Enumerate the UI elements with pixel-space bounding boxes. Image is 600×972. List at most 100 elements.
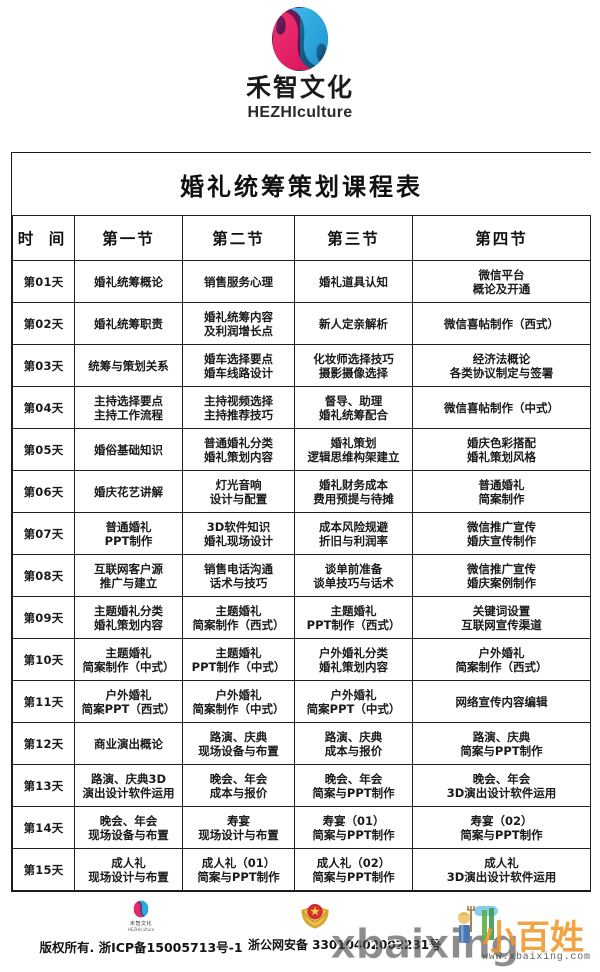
cell-line: 路演、庆典 [209,729,268,744]
cell-session-1: 成人礼 现场设计与布置 [74,848,183,891]
brand-name-cn: 禾智文化 [245,73,354,102]
cell-line: 折旧与利润率 [319,533,388,548]
cell-lines: 婚庆花艺讲解 [77,485,180,499]
cell-session-3: 主题婚礼 PPT制作（西式） [294,596,413,639]
cell-line: 简案制作 [478,491,525,506]
cell-session-4: 微信推广宣传 婚庆宣传制作 [411,512,592,555]
cell-line: 路演、庆典3D [90,771,167,786]
cell-line: 主题婚礼 [330,603,377,618]
cell-line: 互联网宣传渠道 [461,617,542,632]
cell-session-3: 婚礼道具认知 [294,260,413,303]
cell-line: 销售电话沟通 [204,561,273,576]
page-title: 婚礼统筹策划课程表 [12,153,591,216]
cell-line: 经济法概论 [472,351,531,366]
table-row: 第13天 路演、庆典3D 演出设计软件运用 晚会、年会 成本与报价 晚会、年会 简案与PPT… [12,764,592,807]
cell-line: 各类协议制定与签署 [449,365,554,380]
cell-day: 第01天 [12,260,75,303]
cell-session-3: 新人定亲解析 [294,302,413,345]
cell-session-3: 寿宴（01） 简案与PPT制作 [294,806,413,849]
police-badge-icon [301,903,329,929]
cell-lines: 婚礼统筹内容 及利润增长点 [185,310,292,338]
table-row: 第09天 主题婚礼分类 婚礼策划内容 主题婚礼 简案制作（西式） 主题婚礼 PPT制作（西式… [12,596,592,639]
cell-session-4: 微信喜帖制作（中式） [411,386,592,429]
cell-session-4: 网络宣传内容编辑 [411,680,592,723]
cell-line: 普通婚礼分类 [204,435,273,450]
cell-lines: 普通婚礼 PPT制作 [77,520,180,548]
cell-line: 婚礼策划内容 [319,659,388,674]
cell-day: 第15天 [12,848,75,891]
cell-line: 简案制作（西式） [192,617,285,632]
cell-session-4: 关键词设置 互联网宣传渠道 [411,596,592,639]
cell-lines: 户外婚礼 简案PPT（中式） [297,688,410,716]
cell-line: 成人礼（02） [316,855,391,870]
cell-line: 主题婚礼 [215,645,262,660]
cell-line: 路演、庆典 [472,729,531,744]
cell-line: 寿宴（02） [470,813,533,828]
cell-line: 销售服务心理 [204,274,273,289]
cell-lines: 新人定亲解析 [297,317,410,331]
cell-line: 婚庆花艺讲解 [94,484,163,499]
cell-session-4: 经济法概论 各类协议制定与签署 [411,344,592,387]
cell-session-3: 路演、庆典 成本与报价 [294,722,413,765]
cell-line: 成人礼 [111,855,146,870]
brand-header: 禾智文化 HEZHIculture [0,0,600,122]
cell-line: 普通婚礼 [105,519,152,534]
cell-line: 简案与PPT制作 [460,827,543,842]
cell-session-3: 婚礼财务成本 费用预提与待摊 [294,470,413,513]
cell-session-2: 晚会、年会 成本与报价 [182,764,295,807]
cell-lines: 成人礼 3D演出设计软件运用 [415,856,588,884]
cell-lines: 销售电话沟通 话术与技巧 [185,562,292,590]
header-row: 时 间 第一节 第二节 第三节 第四节 [12,215,592,261]
cell-lines: 晚会、年会 现场设备与布置 [77,814,180,842]
cell-line: 现场设备与布置 [198,743,279,758]
column-header-time: 时 间 [12,215,75,261]
column-header-session-4: 第四节 [411,215,592,261]
cell-day: 第02天 [12,302,75,345]
cell-lines: 成本风险规避 折旧与利润率 [297,520,410,548]
cell-session-3: 成本风险规避 折旧与利润率 [294,512,413,555]
cell-line: 现场设备与布置 [88,827,169,842]
cell-line: 新人定亲解析 [319,316,388,331]
cell-lines: 路演、庆典 成本与报价 [297,730,410,758]
cell-line: 婚庆宣传制作 [467,533,537,548]
cell-session-3: 户外婚礼 简案PPT（中式） [294,680,413,723]
cell-lines: 成人礼（02） 简案与PPT制作 [297,856,410,884]
cell-line: 寿宴（01） [322,813,385,828]
cell-line: 晚会、年会 [324,771,383,786]
cell-line: 婚俗基础知识 [94,442,163,457]
cell-line: 主持工作流程 [94,407,163,422]
cell-session-3: 化妆师选择技巧 摄影摄像选择 [294,344,413,387]
cell-lines: 寿宴（02） 简案与PPT制作 [415,814,588,842]
cell-session-2: 婚车选择要点 婚车线路设计 [182,344,295,387]
hezhi-swirl-logo-icon [272,7,328,71]
table-row: 第06天 婚庆花艺讲解 灯光音响 设计与配置 婚礼财务成本 费用预提与待摊 普通婚礼 简案制作 [12,470,592,513]
cell-line: 话术与技巧 [209,575,268,590]
table-body: 婚礼统筹策划课程表 时 间 第一节 第二节 第三节 第四节 第01天 婚礼统筹概论… [12,153,592,891]
cell-line: 谈单技巧与话术 [313,575,394,590]
cell-line: 3D软件知识 [206,519,271,534]
cell-line: 婚庆色彩搭配 [467,435,537,450]
cell-line: 简案制作（中式） [82,659,175,674]
table-row: 第14天 晚会、年会 现场设备与布置 寿宴 现场设计与布置 寿宴（01） 简案与PPT制作寿… [12,806,592,849]
cell-session-1: 主持选择要点 主持工作流程 [74,386,183,429]
cell-day: 第14天 [12,806,75,849]
title-row: 婚礼统筹策划课程表 [12,153,591,216]
cell-lines: 普通婚礼分类 婚礼策划内容 [185,436,292,464]
cell-session-1: 婚庆花艺讲解 [74,470,183,513]
cell-session-2: 普通婚礼分类 婚礼策划内容 [182,428,295,471]
cell-lines: 婚礼统筹概论 [77,275,180,289]
table-row: 第15天 成人礼 现场设计与布置 成人礼（01） 简案与PPT制作 成人礼（02） 简案与P… [12,848,592,891]
cell-lines: 晚会、年会 3D演出设计软件运用 [415,772,588,800]
cell-session-4: 微信喜帖制作（西式） [411,302,592,345]
cell-session-2: 路演、庆典 现场设备与布置 [182,722,295,765]
table-row: 第04天 主持选择要点 主持工作流程 主持视频选择 主持推荐技巧 督导、助理 婚礼统筹配合微… [12,386,592,429]
cell-lines: 主题婚礼分类 婚礼策划内容 [77,604,180,632]
cell-line: 成本与报价 [209,785,268,800]
cell-line: 摄影摄像选择 [319,365,388,380]
cell-session-4: 寿宴（02） 简案与PPT制作 [411,806,592,849]
cell-session-2: 主题婚礼 简案制作（西式） [182,596,295,639]
cell-lines: 销售服务心理 [185,275,292,289]
column-header-session-2: 第二节 [182,215,295,261]
cell-line: 户外婚礼 [478,645,525,660]
cell-session-1: 互联网客户源 推广与建立 [74,554,183,597]
